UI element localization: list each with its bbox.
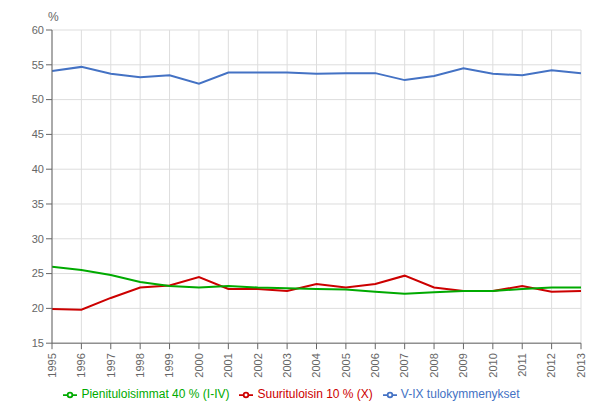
svg-text:2007: 2007	[398, 353, 410, 377]
svg-text:2005: 2005	[340, 353, 352, 377]
svg-text:2008: 2008	[428, 353, 440, 377]
svg-text:2001: 2001	[222, 353, 234, 377]
svg-text:40: 40	[32, 163, 44, 175]
svg-text:2006: 2006	[369, 353, 381, 377]
svg-text:1997: 1997	[105, 353, 117, 377]
svg-text:1998: 1998	[134, 353, 146, 377]
html-text:Pienituloisimmat 40 % (I-IV): Pienituloisimmat 40 % (I-IV)	[81, 387, 230, 402]
svg-text:30: 30	[32, 233, 44, 245]
svg-text:25: 25	[32, 267, 44, 279]
svg-text:1995: 1995	[46, 353, 58, 377]
svg-text:2002: 2002	[252, 353, 264, 377]
svg-text:2000: 2000	[193, 353, 205, 377]
svg-text:2003: 2003	[281, 353, 293, 377]
svg-text:55: 55	[32, 59, 44, 71]
svg-text:2009: 2009	[457, 353, 469, 377]
svg-text:1996: 1996	[75, 353, 87, 377]
html-text:V-IX tulokymmenykset: V-IX tulokymmenykset	[400, 387, 520, 402]
svg-text:1999: 1999	[163, 353, 175, 377]
svg-text:2013: 2013	[575, 353, 587, 377]
svg-text:45: 45	[32, 128, 44, 140]
svg-text:2012: 2012	[545, 353, 557, 377]
svg-text:60: 60	[32, 24, 44, 36]
svg-text:20: 20	[32, 302, 44, 314]
svg-text:35: 35	[32, 198, 44, 210]
svg-text:2004: 2004	[310, 353, 322, 377]
svg-text:2010: 2010	[487, 353, 499, 377]
svg-text:2011: 2011	[516, 353, 528, 377]
svg-text:15: 15	[32, 337, 44, 349]
html-text:Suurituloisin 10 % (X): Suurituloisin 10 % (X)	[257, 387, 373, 402]
svg-text:50: 50	[32, 93, 44, 105]
